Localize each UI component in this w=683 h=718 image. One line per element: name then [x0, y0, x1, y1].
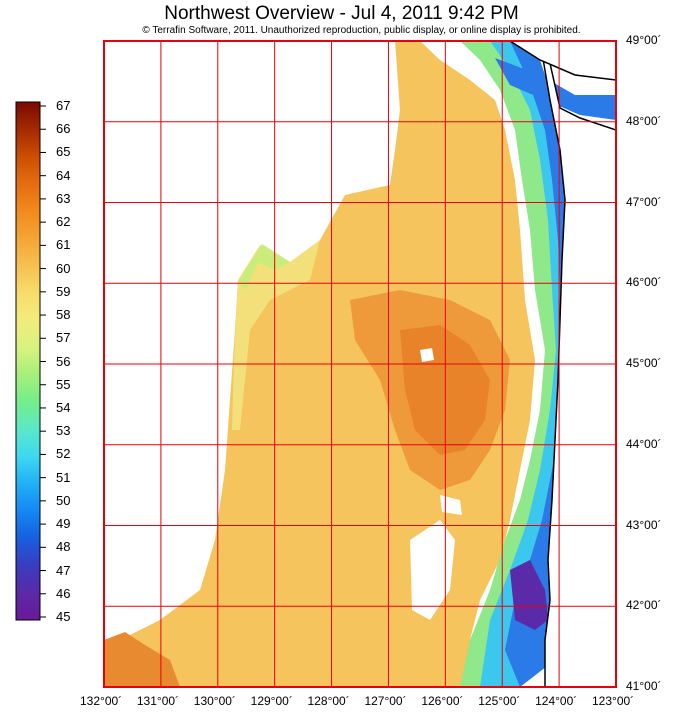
colorbar-label: 52 — [56, 446, 71, 462]
colorbar-label: 57 — [56, 330, 71, 346]
colorbar-label: 60 — [56, 260, 71, 276]
colorbar-label: 64 — [56, 167, 71, 183]
longitude-label: 132°00´ — [80, 694, 123, 708]
latitude-label: 49°00´ — [626, 33, 662, 47]
latitude-label: 44°00´ — [626, 436, 662, 451]
colorbar-label: 53 — [56, 423, 71, 439]
longitude-label: 125°00´ — [478, 694, 521, 708]
graticule — [104, 41, 616, 687]
longitude-label: 123°00´ — [592, 694, 635, 708]
map-frame — [103, 40, 617, 688]
colorbar-label: 51 — [56, 469, 71, 485]
longitude-label: 130°00´ — [193, 694, 236, 708]
latitude-label: 48°00´ — [626, 113, 662, 128]
colorbar-label: 46 — [56, 585, 71, 601]
longitude-label: 131°00´ — [136, 694, 180, 708]
colorbar-ticks — [40, 105, 46, 618]
colorbar-label: 58 — [56, 307, 71, 323]
colorbar-label: 56 — [56, 353, 71, 369]
colorbar-label: 67 — [56, 98, 71, 113]
sst-purple-pocket — [510, 560, 548, 630]
colorbar-label: 55 — [56, 376, 71, 392]
copyright-notice: © Terrafin Software, 2011. Unauthorized … — [142, 25, 581, 36]
colorbar-label: 66 — [56, 121, 71, 137]
colorbar-label: 48 — [56, 539, 71, 555]
latitude-label: 47°00´ — [626, 194, 662, 209]
sst-green-fringe — [238, 244, 290, 290]
longitude-label: 129°00´ — [250, 694, 293, 708]
colorbar-label: 63 — [56, 190, 71, 206]
latitude-label: 41°00´ — [626, 679, 662, 693]
latitude-label: 43°00´ — [626, 517, 662, 532]
longitude-label: 127°00´ — [364, 694, 407, 708]
colorbar-label: 54 — [56, 399, 71, 415]
colorbar-label: 50 — [56, 492, 71, 508]
map-title: Northwest Overview - Jul 4, 2011 9:42 PM — [164, 3, 519, 24]
colorbar-label: 47 — [56, 562, 71, 578]
colorbar — [15, 101, 41, 621]
latitude-label: 46°00´ — [626, 275, 662, 290]
colorbar-label: 49 — [56, 516, 71, 532]
colorbar-label: 62 — [56, 214, 71, 230]
latitude-label: 45°00´ — [626, 356, 662, 370]
latitude-label: 42°00´ — [626, 598, 662, 613]
colorbar-label: 45 — [56, 609, 71, 624]
land — [508, 41, 616, 81]
longitude-label: 124°00´ — [535, 694, 578, 708]
colorbar-label: 59 — [56, 283, 71, 299]
nodata-patch — [420, 348, 434, 362]
colorbar-label: 65 — [56, 144, 71, 160]
sst-pale-fringe — [232, 240, 320, 430]
longitude-label: 128°00´ — [307, 694, 350, 708]
colorbar-label: 61 — [56, 237, 71, 253]
longitude-label: 126°00´ — [421, 694, 464, 708]
nodata-patch — [410, 520, 455, 620]
